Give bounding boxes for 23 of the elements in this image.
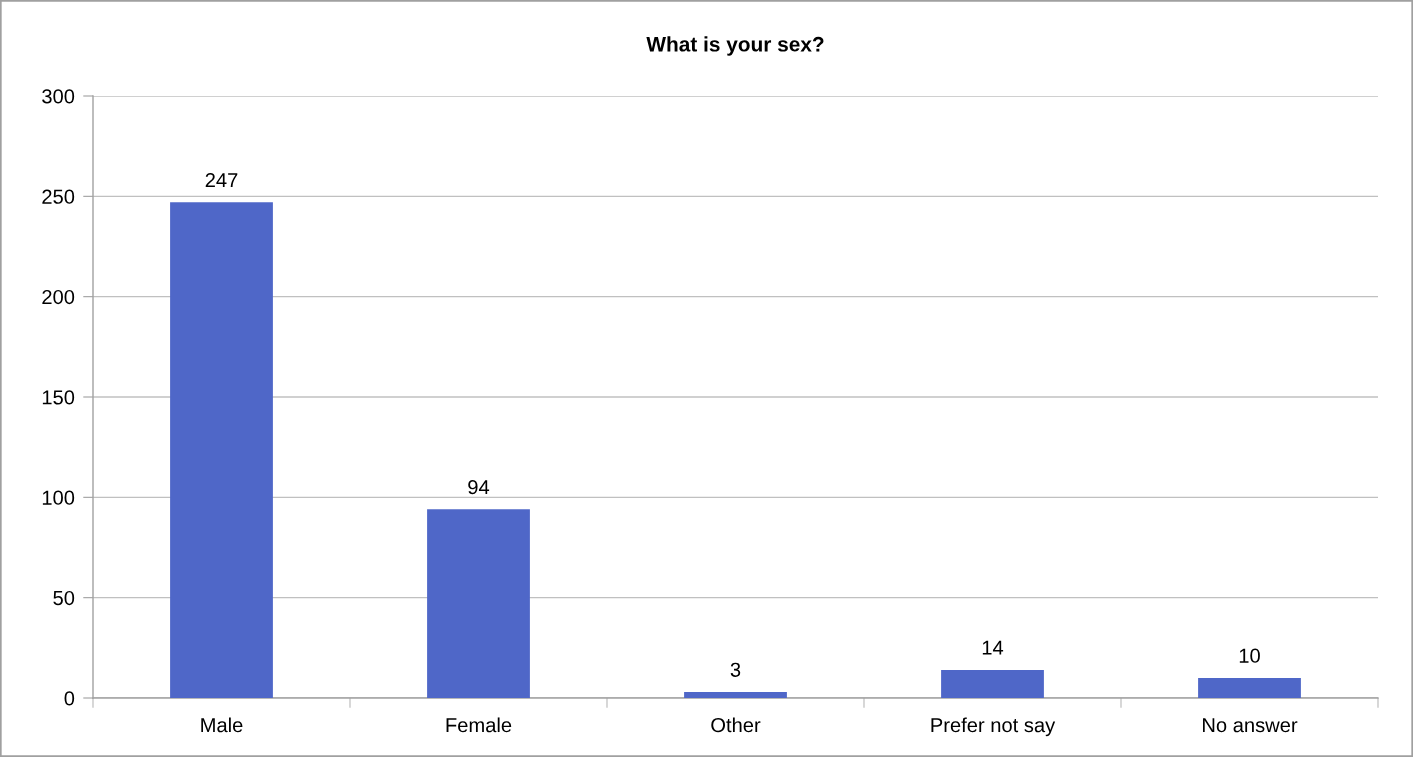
- data-label: 247: [205, 173, 238, 188]
- bar: [941, 669, 1044, 698]
- x-tick-label: Prefer not say: [931, 717, 1056, 737]
- data-label: 10: [1239, 648, 1260, 663]
- x-tick-label: Male: [201, 717, 243, 733]
- bar: [1198, 677, 1301, 698]
- x-tick-label: No answer: [1203, 718, 1298, 733]
- x-tick-label: Female: [446, 717, 512, 733]
- bar: [427, 509, 530, 698]
- chart-title: What is your sex?: [646, 36, 824, 56]
- y-tick-label: 200: [42, 289, 75, 305]
- data-label: 94: [468, 480, 490, 495]
- x-tick-label: Other: [711, 717, 761, 733]
- bar: [684, 691, 787, 698]
- y-tick-label: 100: [42, 490, 75, 505]
- y-tick-label: 50: [53, 590, 75, 606]
- y-tick-label: 250: [42, 189, 75, 204]
- data-label: 3: [730, 662, 741, 677]
- bar: [170, 202, 273, 698]
- data-label: 14: [982, 640, 1004, 655]
- y-tick-label: 0: [64, 691, 75, 706]
- y-tick-label: 150: [42, 390, 75, 405]
- y-tick-label: 300: [42, 89, 75, 104]
